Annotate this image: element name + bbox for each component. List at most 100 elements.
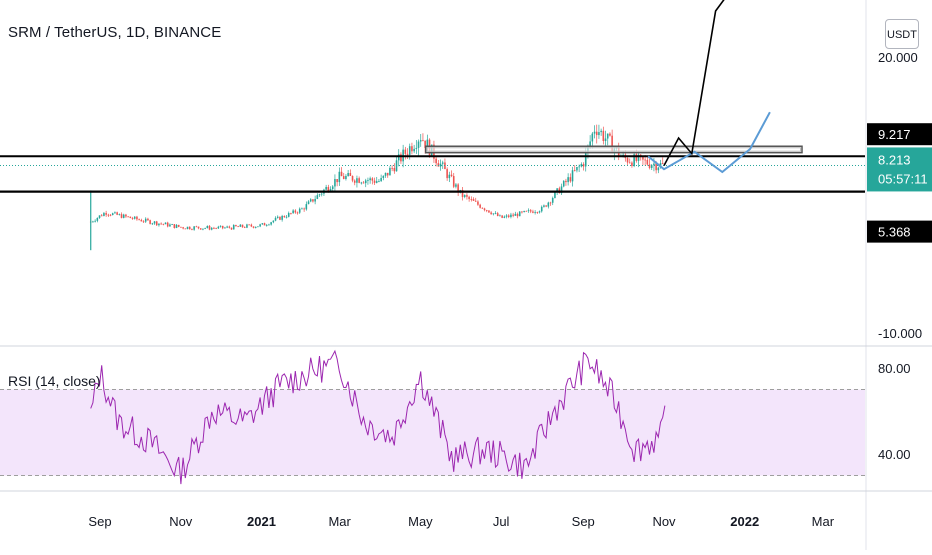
candle-body <box>406 153 409 155</box>
candle-body <box>237 226 239 228</box>
candle-body <box>525 210 528 212</box>
candle-body <box>655 163 657 171</box>
candle-body <box>162 223 165 225</box>
candle-body <box>193 226 195 230</box>
candle-body <box>195 226 198 228</box>
candle-body <box>514 213 517 216</box>
candle-body <box>215 228 217 229</box>
candle-body <box>551 198 554 203</box>
candle-body <box>567 177 569 183</box>
candle-body <box>235 224 237 227</box>
rsi-layer: 80.00 40.00 <box>0 349 911 485</box>
candle-body <box>556 188 558 192</box>
candle-body <box>276 216 279 218</box>
time-axis[interactable]: Sep Nov 2021 Mar May Jul Sep Nov 2022 Mar <box>88 514 834 529</box>
candle-body <box>336 179 338 183</box>
time-tick-label: Nov <box>652 514 676 529</box>
time-tick-label: 2022 <box>730 514 759 529</box>
candle-body <box>626 158 629 163</box>
candle-body <box>94 220 96 222</box>
candle-body <box>367 180 369 181</box>
price-tick-label: -10.000 <box>878 326 922 341</box>
candle-body <box>342 176 345 180</box>
candle-body <box>257 226 259 228</box>
candle-body <box>653 163 655 166</box>
candle-body <box>287 213 290 217</box>
current-price-badge: 8.213 05:57:11 <box>867 147 932 192</box>
candle-body <box>98 215 101 218</box>
candle-body <box>389 167 391 176</box>
candle-body <box>213 227 215 229</box>
candle-body <box>510 214 512 217</box>
candle-body <box>305 204 308 210</box>
candle-body <box>351 175 354 181</box>
candle-body <box>309 199 312 202</box>
candle-body <box>169 224 171 227</box>
candle-body <box>371 178 374 181</box>
candle-body <box>380 177 382 182</box>
candle-body <box>386 172 389 176</box>
candle-body <box>648 164 651 168</box>
candle-body <box>466 195 468 197</box>
candle-body <box>334 179 336 187</box>
candle-body <box>635 154 638 161</box>
candle-body <box>661 163 664 164</box>
projection-layer <box>647 0 771 174</box>
candle-body <box>424 140 426 148</box>
candle-body <box>488 210 490 213</box>
candle-body <box>239 224 242 227</box>
candle-body <box>600 130 602 133</box>
candle-body <box>576 166 578 171</box>
candle-body <box>109 214 112 216</box>
candle-body <box>494 213 497 214</box>
resistance-box-inner <box>426 147 801 152</box>
candle-body <box>448 174 451 179</box>
candle-body <box>507 215 510 217</box>
candle-body <box>646 159 649 165</box>
candle-body <box>521 211 523 213</box>
candle-body <box>382 175 385 178</box>
candle-body <box>127 216 129 218</box>
candle-body <box>657 167 660 171</box>
candle-body <box>131 218 134 219</box>
candle-body <box>439 163 442 167</box>
candle-body <box>151 223 154 225</box>
candle-body <box>364 180 367 184</box>
candle-body <box>158 223 160 226</box>
candle-body <box>349 172 352 176</box>
candle-body <box>573 170 576 172</box>
candle-body <box>184 228 187 230</box>
candle-body <box>122 214 125 218</box>
candle-body <box>316 195 319 199</box>
candle-body <box>294 210 297 213</box>
candle-body <box>540 206 543 212</box>
candle-body <box>153 221 156 224</box>
price-axis[interactable]: 20.000 -10.000 <box>878 50 922 341</box>
candle-body <box>547 202 550 207</box>
candle-body <box>549 202 552 204</box>
candle-body <box>362 182 365 184</box>
time-tick-label: Sep <box>88 514 111 529</box>
candle-body <box>232 224 235 230</box>
candle-body <box>345 175 347 180</box>
projection-black-path <box>663 0 725 166</box>
candle-body <box>446 169 448 179</box>
candle-body <box>274 217 277 221</box>
candle-body <box>503 216 506 218</box>
currency-button[interactable]: USDT <box>885 19 919 49</box>
candle-body <box>96 217 99 221</box>
rsi-label: RSI (14, close) <box>8 373 101 389</box>
candle-body <box>631 162 633 166</box>
rsi-line <box>90 349 666 485</box>
candle-body <box>492 213 495 215</box>
candle-body <box>191 229 193 231</box>
lower-level-badge-text: 5.368 <box>878 225 911 240</box>
candle-body <box>103 213 105 216</box>
candle-body <box>272 220 275 223</box>
candle-body <box>650 165 653 168</box>
candle-body <box>325 186 327 190</box>
candle-body <box>125 214 127 217</box>
candle-body <box>554 191 556 199</box>
